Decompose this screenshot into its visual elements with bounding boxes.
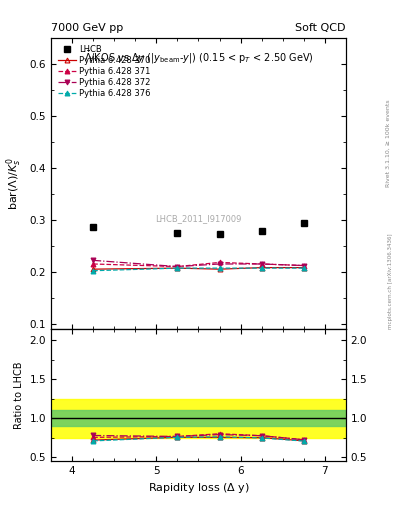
Pythia 6.428 376 <box>175 265 180 271</box>
Bar <box>51 410 346 426</box>
Pythia 6.428 372 <box>175 264 180 270</box>
Pythia 6.428 370 <box>175 265 180 271</box>
Y-axis label: bar($\Lambda$)/$K^0_s$: bar($\Lambda$)/$K^0_s$ <box>5 157 24 210</box>
Pythia 6.428 372 <box>217 261 222 267</box>
LHCB <box>217 231 222 237</box>
Pythia 6.428 370 <box>217 266 222 272</box>
Text: 7000 GeV pp: 7000 GeV pp <box>51 23 123 33</box>
LHCB <box>91 224 95 230</box>
Line: Pythia 6.428 370: Pythia 6.428 370 <box>91 265 306 271</box>
Text: $\bar{\Lambda}$/KOS vs $\Delta y$ ($|y_{\mathrm{beam}}$-$y|$) (0.15 < p$_T$ < 2.: $\bar{\Lambda}$/KOS vs $\Delta y$ ($|y_{… <box>84 50 313 66</box>
Pythia 6.428 371 <box>259 261 264 267</box>
Pythia 6.428 376 <box>91 268 95 274</box>
LHCB <box>259 228 264 234</box>
Pythia 6.428 370 <box>301 265 306 271</box>
LHCB <box>175 230 180 236</box>
Text: Soft QCD: Soft QCD <box>296 23 346 33</box>
Bar <box>51 399 346 438</box>
Pythia 6.428 376 <box>301 265 306 271</box>
Legend: LHCB, Pythia 6.428 370, Pythia 6.428 371, Pythia 6.428 372, Pythia 6.428 376: LHCB, Pythia 6.428 370, Pythia 6.428 371… <box>55 42 153 101</box>
X-axis label: Rapidity loss ($\Delta$ y): Rapidity loss ($\Delta$ y) <box>147 481 250 495</box>
Pythia 6.428 370 <box>259 265 264 271</box>
Pythia 6.428 372 <box>301 263 306 269</box>
Pythia 6.428 372 <box>91 257 95 263</box>
Line: LHCB: LHCB <box>90 220 307 238</box>
Pythia 6.428 372 <box>259 261 264 267</box>
Line: Pythia 6.428 376: Pythia 6.428 376 <box>91 266 306 273</box>
Line: Pythia 6.428 372: Pythia 6.428 372 <box>91 258 306 269</box>
Line: Pythia 6.428 371: Pythia 6.428 371 <box>91 260 306 269</box>
Pythia 6.428 376 <box>217 265 222 271</box>
Pythia 6.428 371 <box>91 261 95 267</box>
Text: LHCB_2011_I917009: LHCB_2011_I917009 <box>155 214 242 223</box>
Pythia 6.428 376 <box>259 265 264 271</box>
Text: Rivet 3.1.10, ≥ 100k events: Rivet 3.1.10, ≥ 100k events <box>386 99 391 187</box>
Pythia 6.428 371 <box>301 263 306 269</box>
Pythia 6.428 370 <box>91 266 95 272</box>
Y-axis label: Ratio to LHCB: Ratio to LHCB <box>14 361 24 429</box>
Pythia 6.428 371 <box>175 264 180 270</box>
LHCB <box>301 220 306 226</box>
Pythia 6.428 371 <box>217 260 222 266</box>
Text: mcplots.cern.ch [arXiv:1306.3436]: mcplots.cern.ch [arXiv:1306.3436] <box>387 234 393 329</box>
